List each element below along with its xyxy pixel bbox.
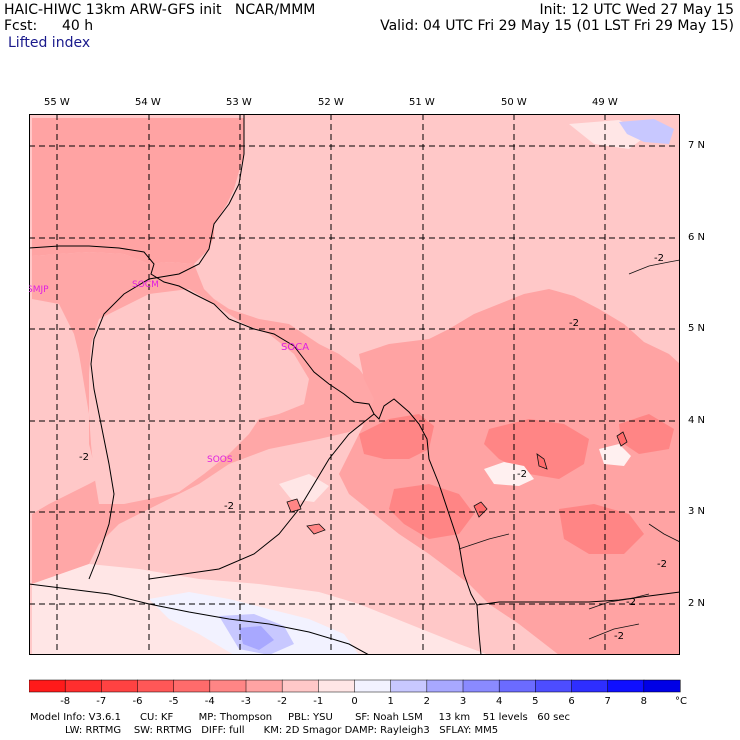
contour-line-e (458, 533, 510, 550)
colorbar-swatch (535, 679, 573, 693)
colorbar-unit: °C (675, 696, 687, 707)
lon-label-51w: 51 W (409, 97, 435, 108)
field-light-pocket-c (279, 474, 329, 502)
colorbar-swatch (462, 679, 500, 693)
lon-label-52w: 52 W (318, 97, 344, 108)
colorbar-tick-label: -5 (169, 696, 179, 707)
colorbar-swatch (607, 679, 645, 693)
colorbar-swatch (209, 679, 247, 693)
model-info-line2: LW: RRTMG SW: RRTMG DIFF: full KM: 2D Sm… (30, 725, 499, 736)
colorbar-swatch (426, 679, 464, 693)
field-light-pocket-b (599, 444, 631, 466)
contour-label: -2 (626, 597, 636, 608)
southern-border (29, 583, 370, 655)
contour-label: -2 (657, 559, 667, 570)
station-label-smjp: SMJP (29, 285, 49, 295)
contour-line-b (648, 523, 680, 543)
colorbar-swatch (64, 679, 102, 693)
colorbar-tick-label: 6 (568, 696, 574, 707)
colorbar-tick-label: -4 (205, 696, 215, 707)
field-patch-e (619, 414, 674, 454)
contour-cell-a (536, 453, 548, 470)
contour-label: -2 (224, 501, 234, 512)
field-light-pocket-a (484, 462, 534, 486)
lat-label-4n: 4 N (688, 415, 706, 426)
lon-label-53w: 53 W (226, 97, 252, 108)
suriname-border (88, 114, 245, 580)
colorbar-swatch (281, 679, 319, 693)
colorbar-swatch (390, 679, 428, 693)
colorbar-tick-label: -1 (313, 696, 323, 707)
field-zone-interior (89, 289, 309, 504)
contour-label: -2 (517, 469, 527, 480)
field-name: Lifted index (8, 35, 91, 51)
colorbar-swatch (354, 679, 392, 693)
contour-cell-d (286, 498, 302, 513)
contour-cell-b (473, 501, 488, 518)
colorbar-swatch (643, 679, 681, 693)
field-patch-d (559, 504, 644, 554)
colorbar-tick-label: 7 (605, 696, 611, 707)
contour-label: -2 (654, 253, 664, 264)
lat-label-7n: 7 N (688, 140, 706, 151)
lon-label-49w: 49 W (592, 97, 618, 108)
lon-label-54w: 54 W (135, 97, 161, 108)
forecast-label: Fcst: (4, 18, 38, 34)
colorbar-swatch (173, 679, 211, 693)
colorbar-swatch (571, 679, 609, 693)
lifted-index-map: SMJP SOCM SOCA SOOS -2 -2 -2 -2 -2 -2 -2… (29, 114, 680, 655)
french-guiana-border (148, 413, 375, 580)
init-time: Init: 12 UTC Wed 27 May 15 (539, 2, 734, 18)
station-label-socm: SOCM (132, 280, 159, 290)
colorbar-tick-label: 2 (424, 696, 430, 707)
lat-label-3n: 3 N (688, 506, 706, 517)
graticule (29, 114, 680, 655)
colorbar-swatch (29, 679, 66, 693)
colorbar-tick-label: 5 (532, 696, 538, 707)
colorbar-tick-label: -3 (241, 696, 251, 707)
lat-label-6n: 6 N (688, 232, 706, 243)
lon-label-50w: 50 W (501, 97, 527, 108)
river-border (476, 604, 482, 655)
colorbar-swatch (318, 679, 356, 693)
colorbar-tick-label: -8 (60, 696, 70, 707)
contour-label: -2 (569, 318, 579, 329)
lat-label-5n: 5 N (688, 323, 706, 334)
colorbar-tick-label: -6 (133, 696, 143, 707)
model-title: HAIC-HIWC 13km ARW-GFS init NCAR/MMM (4, 2, 316, 18)
colorbar-tick-label: -2 (277, 696, 287, 707)
station-label-soos: SOOS (207, 455, 233, 465)
field-positive-c (239, 626, 274, 650)
colorbar-tick-label: 3 (460, 696, 466, 707)
colorbar-tick-label: 4 (496, 696, 502, 707)
colorbar-swatches (29, 679, 681, 693)
lon-label-55w: 55 W (44, 97, 70, 108)
colorbar-tick-label: -7 (96, 696, 106, 707)
colorbar-swatch (498, 679, 536, 693)
colorbar-swatch (101, 679, 139, 693)
field-patch-a (359, 414, 434, 459)
colorbar-tick-label: 0 (351, 696, 357, 707)
contour-line-a (628, 259, 680, 275)
lat-label-2n: 2 N (688, 598, 706, 609)
contour-line-c (588, 593, 650, 610)
map-frame (29, 114, 680, 655)
contour-label: -2 (614, 631, 624, 642)
valid-time: Valid: 04 UTC Fri 29 May 15 (01 LST Fri … (380, 18, 734, 34)
contour-label: -2 (79, 452, 89, 463)
colorbar-tick-label: 8 (641, 696, 647, 707)
field-zone-nw (32, 118, 244, 264)
contour-cell-e (306, 523, 326, 535)
contour-cell-c (616, 431, 628, 447)
model-info-line1: Model Info: V3.6.1 CU: KF MP: Thompson P… (30, 712, 570, 723)
station-label-soca: SOCA (281, 342, 309, 353)
colorbar: -8 -7 -6 -5 -4 -3 -2 -1 0 1 2 3 4 5 6 7 8 °C (29, 679, 687, 707)
colorbar-ticks: -8 -7 -6 -5 -4 -3 -2 -1 0 1 2 3 4 5 6 7 8 (60, 696, 647, 707)
contour-line-d (588, 623, 640, 640)
colorbar-swatch (245, 679, 283, 693)
colorbar-tick-label: 1 (388, 696, 394, 707)
forecast-hour: 40 h (62, 18, 94, 34)
colorbar-swatch (137, 679, 175, 693)
field-positive-d (619, 119, 674, 144)
